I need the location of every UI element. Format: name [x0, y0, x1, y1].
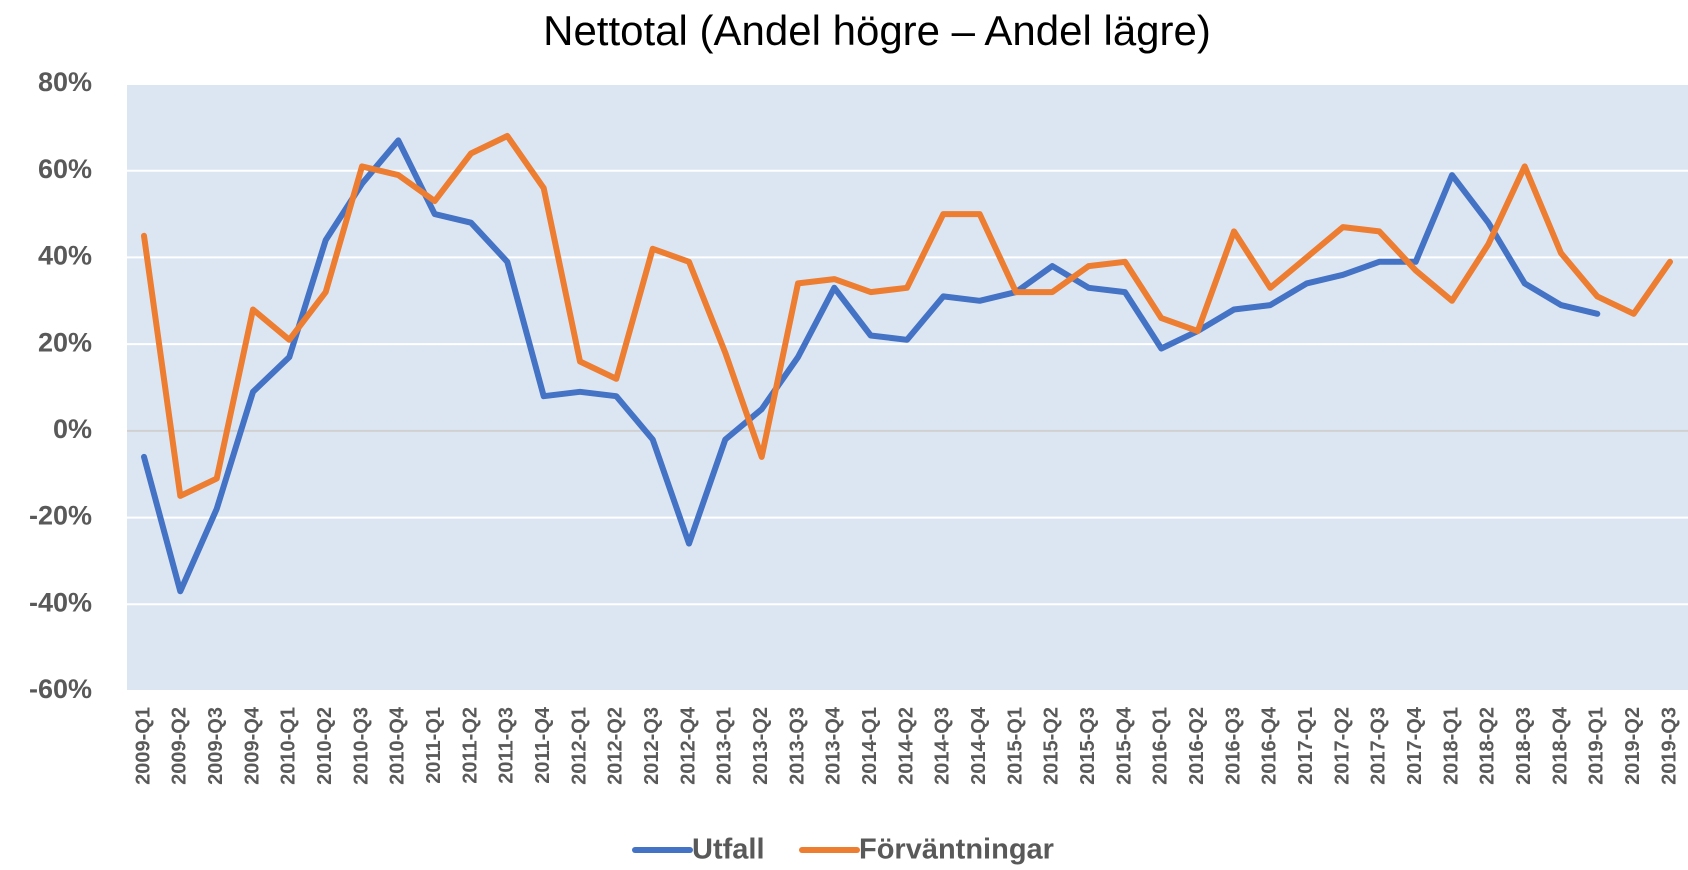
x-tick-label: 2011-Q2: [459, 707, 481, 784]
x-tick-label: 2015-Q1: [1004, 707, 1026, 785]
x-tick-label: 2009-Q4: [241, 706, 263, 785]
x-tick-label: 2019-Q1: [1586, 707, 1608, 785]
x-tick-label: 2018-Q1: [1440, 707, 1462, 785]
x-tick-label: 2012-Q3: [641, 707, 663, 785]
x-tick-label: 2013-Q2: [750, 707, 772, 785]
x-tick-label: 2018-Q2: [1477, 707, 1499, 785]
y-tick-label: -20%: [29, 501, 92, 531]
x-tick-label: 2009-Q1: [132, 707, 154, 785]
x-tick-label: 2015-Q2: [1041, 707, 1063, 785]
x-tick-label: 2011-Q4: [532, 706, 554, 784]
x-tick-label: 2013-Q4: [823, 706, 845, 785]
x-tick-label: 2017-Q2: [1331, 707, 1353, 785]
x-tick-label: 2014-Q3: [932, 707, 954, 785]
x-tick-label: 2016-Q4: [1259, 706, 1281, 785]
x-tick-label: 2009-Q2: [169, 707, 191, 785]
y-tick-label: 0%: [53, 414, 92, 444]
x-tick-label: 2011-Q1: [423, 707, 445, 784]
x-tick-label: 2013-Q3: [786, 707, 808, 785]
x-tick-label: 2010-Q4: [387, 706, 409, 785]
series-line: [141, 137, 1601, 595]
chart-title: Nettotal (Andel högre – Andel lägre): [543, 7, 1211, 54]
x-tick-label: 2019-Q3: [1658, 707, 1680, 785]
y-tick-label: 80%: [38, 67, 92, 97]
x-tick-label: 2012-Q4: [677, 706, 699, 785]
legend-label: Förväntningar: [859, 834, 1054, 866]
y-tick-label: -40%: [29, 587, 92, 617]
series-line: [141, 133, 1673, 499]
x-tick-label: 2017-Q1: [1295, 707, 1317, 785]
x-tick-label: 2012-Q2: [605, 707, 627, 785]
y-tick-label: 60%: [38, 154, 92, 184]
x-tick-label: 2014-Q1: [859, 707, 881, 785]
x-tick-label: 2016-Q1: [1150, 707, 1172, 785]
x-tick-label: 2017-Q4: [1404, 706, 1426, 785]
x-tick-label: 2014-Q4: [968, 706, 990, 785]
x-tick-label: 2016-Q2: [1186, 707, 1208, 785]
x-tick-label: 2018-Q4: [1549, 706, 1571, 785]
x-tick-label: 2011-Q3: [496, 707, 518, 784]
plot-area: [127, 84, 1688, 691]
x-tick-label: 2012-Q1: [568, 707, 590, 785]
x-tick-label: 2017-Q3: [1368, 707, 1390, 785]
x-tick-label: 2016-Q3: [1222, 707, 1244, 785]
legend-label: Utfall: [692, 834, 765, 866]
y-tick-label: 20%: [38, 327, 92, 357]
x-tick-label: 2010-Q1: [278, 707, 300, 785]
x-tick-label: 2015-Q4: [1113, 706, 1135, 785]
x-tick-label: 2010-Q2: [314, 707, 336, 785]
x-tick-label: 2013-Q1: [714, 707, 736, 785]
y-tick-label: -60%: [29, 674, 92, 704]
x-tick-label: 2015-Q3: [1077, 707, 1099, 785]
x-tick-label: 2019-Q2: [1622, 707, 1644, 785]
x-tick-label: 2009-Q3: [205, 707, 227, 785]
x-tick-label: 2014-Q2: [895, 707, 917, 785]
x-tick-label: 2010-Q3: [350, 707, 372, 785]
x-tick-label: 2018-Q3: [1513, 707, 1535, 785]
y-tick-label: 40%: [38, 241, 92, 271]
